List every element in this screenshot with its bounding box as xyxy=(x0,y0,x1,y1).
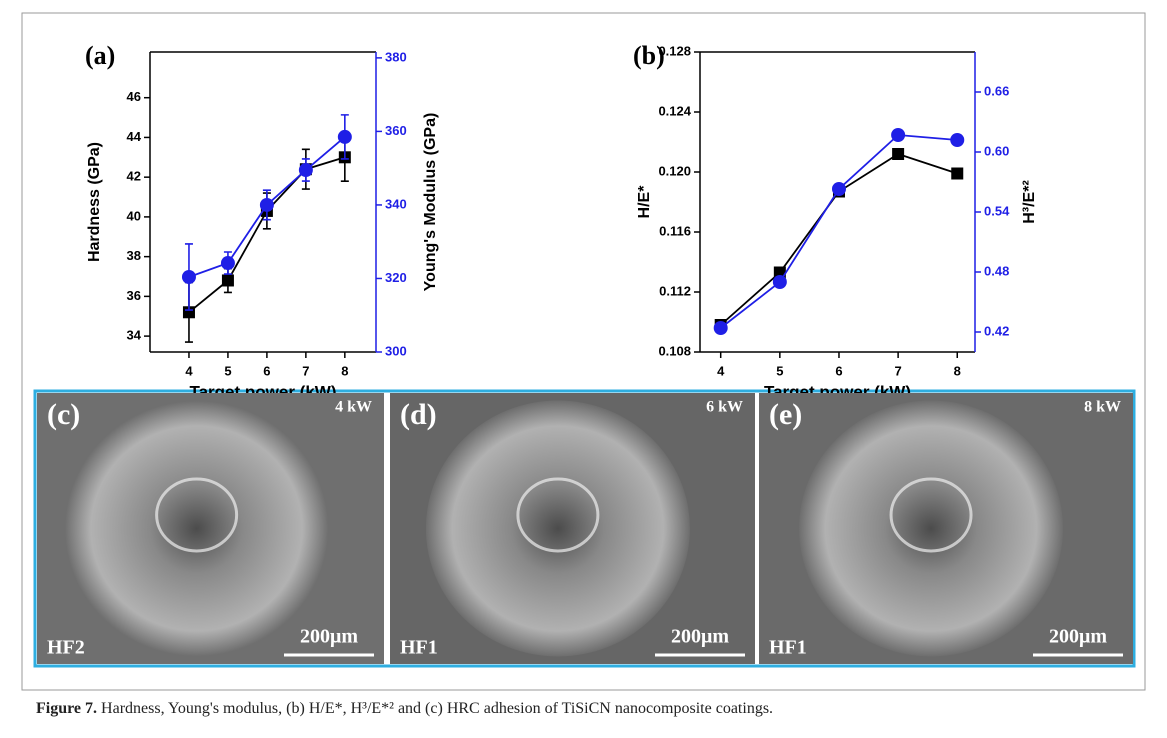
image-frame xyxy=(33,389,1136,668)
y-tick-label: 46 xyxy=(127,89,141,104)
y2-tick-label: 320 xyxy=(385,270,407,285)
marker xyxy=(337,129,352,144)
panel-label: (e) xyxy=(769,398,802,431)
y-axis-title: Hardness (GPa) xyxy=(86,142,103,262)
x-tick-label: 4 xyxy=(185,363,193,378)
indent-core xyxy=(155,477,239,553)
x-tick-label: 6 xyxy=(263,363,270,378)
y-tick-label: 0.128 xyxy=(658,43,691,58)
power-label: 8 kW xyxy=(1084,399,1121,416)
power-label: 6 kW xyxy=(706,399,743,416)
caption: Figure 7. Hardness, Young's modulus, (b)… xyxy=(36,700,773,718)
series-line xyxy=(188,156,346,313)
scale-label: 200μm xyxy=(300,626,358,648)
y2-tick-label: 0.54 xyxy=(984,203,1010,218)
x-tick-label: 7 xyxy=(302,363,309,378)
indent-core xyxy=(516,477,600,553)
scale-label: 200μm xyxy=(671,626,729,648)
indent-crater xyxy=(799,400,1064,657)
marker xyxy=(220,256,235,271)
panel-label: (b) xyxy=(633,41,665,70)
y2-tick-label: 0.42 xyxy=(984,323,1009,338)
marker xyxy=(182,306,195,319)
sample-label: HF1 xyxy=(400,637,438,659)
indent-crater xyxy=(425,400,690,657)
x-tick-label: 5 xyxy=(776,363,783,378)
y-tick-label: 38 xyxy=(127,248,141,263)
marker xyxy=(713,321,728,335)
series-line xyxy=(720,134,958,329)
sample-label: HF1 xyxy=(769,637,807,659)
scale-label: 200μm xyxy=(1049,626,1107,648)
marker xyxy=(831,182,846,196)
y2-tick-label: 0.66 xyxy=(984,83,1009,98)
y-axis-title: H/E* xyxy=(636,185,653,219)
y2-tick-label: 360 xyxy=(385,123,407,138)
y-tick-label: 36 xyxy=(127,288,141,303)
x-tick-label: 8 xyxy=(341,363,348,378)
marker xyxy=(892,148,905,160)
y2-tick-label: 340 xyxy=(385,196,407,211)
power-label: 4 kW xyxy=(335,399,372,416)
marker xyxy=(221,274,234,287)
marker xyxy=(772,275,787,289)
y-tick-label: 0.120 xyxy=(658,163,691,178)
y-tick-label: 40 xyxy=(127,208,141,223)
marker xyxy=(891,128,906,142)
y-tick-label: 34 xyxy=(127,328,142,343)
x-tick-label: 7 xyxy=(895,363,902,378)
y-tick-label: 0.124 xyxy=(658,103,691,118)
indent-crater xyxy=(64,400,329,657)
y2-tick-label: 0.48 xyxy=(984,263,1009,278)
marker xyxy=(181,270,196,284)
y-tick-label: 44 xyxy=(127,129,142,144)
y-tick-label: 0.116 xyxy=(659,223,691,238)
x-tick-label: 6 xyxy=(835,363,842,378)
marker xyxy=(298,163,313,178)
caption-text: Hardness, Young's modulus, (b) H/E*, H³/… xyxy=(101,700,774,717)
figure-frame xyxy=(21,12,1146,691)
marker xyxy=(259,197,274,212)
y2-axis-title: H³/E*² xyxy=(1021,180,1038,224)
x-tick-label: 5 xyxy=(224,363,231,378)
y2-axis-title: Young's Modulus (GPa) xyxy=(422,113,439,292)
y-tick-label: 0.112 xyxy=(659,283,691,298)
y2-tick-label: 0.60 xyxy=(984,143,1009,158)
marker xyxy=(951,167,964,180)
x-tick-label: 4 xyxy=(717,363,725,378)
panel-label: (c) xyxy=(47,398,80,431)
panel-label: (a) xyxy=(85,41,115,70)
marker xyxy=(773,266,786,279)
x-tick-label: 8 xyxy=(954,363,961,378)
sample-label: HF2 xyxy=(47,637,85,659)
y-tick-label: 0.108 xyxy=(658,343,691,358)
y2-tick-label: 300 xyxy=(385,343,407,358)
y-tick-label: 42 xyxy=(127,169,141,184)
indent-core xyxy=(889,477,973,553)
panel-label: (d) xyxy=(400,398,437,431)
y2-tick-label: 380 xyxy=(385,49,407,64)
caption-label: Figure 7. xyxy=(36,700,98,717)
marker xyxy=(950,133,965,147)
